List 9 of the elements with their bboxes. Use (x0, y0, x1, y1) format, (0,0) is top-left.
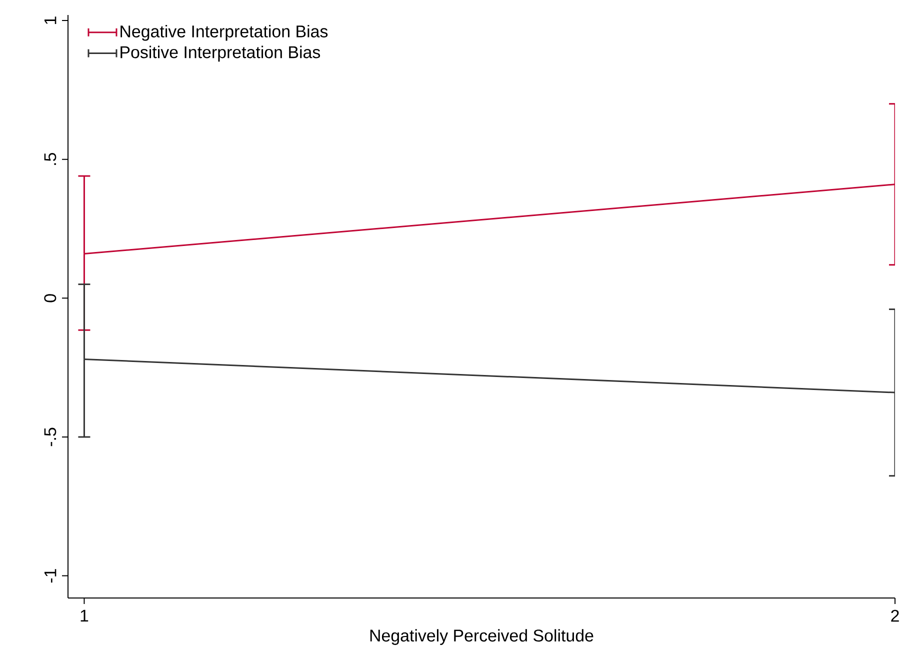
y-tick-label: .5 (44, 153, 56, 165)
legend-label: Positive Interpretation Bias (120, 46, 320, 62)
y-tick-label: -.5 (44, 428, 56, 446)
legend-label: Negative Interpretation Bias (120, 25, 328, 41)
y-tick-label: -1 (44, 569, 56, 583)
y-tick-label: 1 (44, 16, 56, 24)
x-tick-label: 2 (891, 610, 899, 622)
x-axis-title: Negatively Perceived Solitude (370, 629, 594, 645)
y-tick-label: 0 (44, 294, 56, 302)
